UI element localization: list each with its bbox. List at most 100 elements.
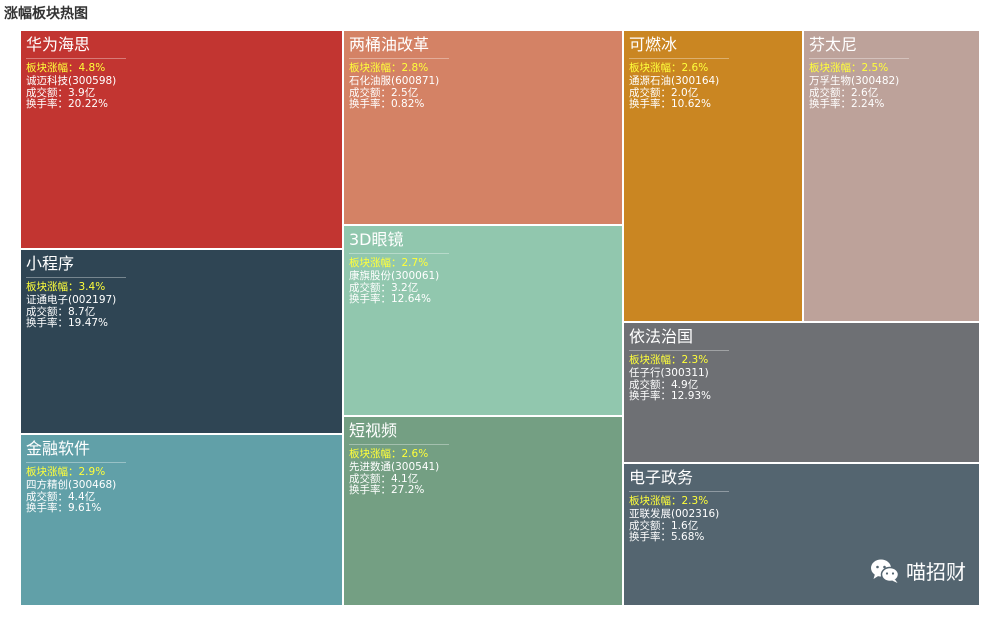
stock-name: 通源石油(300164): [629, 75, 720, 87]
sector-tile[interactable]: 短视频 板块涨幅：2.6% 先进数通(300541) 成交额：4.1亿 换手率：27.2…: [343, 416, 623, 606]
sector-leading-stock: 先进数通(300541): [349, 461, 439, 474]
sector-change: 板块涨幅：2.3%: [629, 495, 719, 508]
sector-divider: [26, 58, 126, 59]
sector-amount: 成交额：3.2亿: [349, 283, 439, 294]
sector-tile[interactable]: 小程序板块涨幅：3.4% 证通电子(002197) 成交额：8.7亿 换手率：19.4…: [20, 249, 343, 434]
change-label: 板块涨幅：: [26, 281, 79, 293]
sector-name: 华为海思: [26, 35, 91, 54]
stock-name: 石化油服(600871): [349, 75, 440, 87]
sector-divider: [349, 253, 449, 254]
turnover-value: 12.93%: [671, 390, 712, 402]
sector-divider: [349, 58, 449, 59]
sector-amount: 成交额：4.1亿: [349, 474, 439, 485]
turnover-label: 换手率：: [629, 531, 671, 543]
sector-amount: 成交额：4.4亿: [26, 492, 116, 503]
turnover-value: 27.2%: [391, 484, 425, 496]
sector-turnover: 换手率：12.64%: [349, 294, 439, 305]
stock-name: 证通电子(002197): [26, 294, 117, 306]
amount-label: 成交额：: [26, 491, 68, 503]
amount-label: 成交额：: [629, 87, 671, 99]
amount-label: 成交额：: [349, 473, 391, 485]
change-label: 板块涨幅：: [629, 495, 682, 507]
sector-tile[interactable]: 两桶油改革板块涨幅：2.8% 石化油服(600871) 成交额：2.5亿 换手率：0.…: [343, 30, 623, 225]
change-label: 板块涨幅：: [809, 62, 862, 74]
turnover-label: 换手率：: [26, 98, 68, 110]
turnover-value: 9.61%: [68, 502, 102, 514]
amount-value: 8.7亿: [68, 306, 96, 318]
amount-label: 成交额：: [26, 306, 68, 318]
sector-info: 板块涨幅：2.5% 万孚生物(300482) 成交额：2.6亿 换手率：2.24%: [809, 62, 899, 110]
amount-value: 3.2亿: [391, 282, 419, 294]
stock-name: 先进数通(300541): [349, 461, 440, 473]
stock-name: 万孚生物(300482): [809, 75, 900, 87]
sector-amount: 成交额：8.7亿: [26, 307, 116, 318]
sector-leading-stock: 康旗股份(300061): [349, 270, 439, 283]
sector-name: 芬太尼: [809, 35, 858, 54]
sector-name: 金融软件: [26, 439, 91, 458]
change-value: 2.9%: [78, 466, 106, 478]
sector-divider: [349, 444, 449, 445]
sector-amount: 成交额：2.6亿: [809, 88, 899, 99]
sector-leading-stock: 证通电子(002197): [26, 294, 116, 307]
sector-divider: [809, 58, 909, 59]
amount-value: 4.4亿: [68, 491, 96, 503]
stock-name: 亚联发展(002316): [629, 508, 720, 520]
sector-info: 板块涨幅：2.6% 通源石油(300164) 成交额：2.0亿 换手率：10.62%: [629, 62, 719, 110]
sector-change: 板块涨幅：4.8%: [26, 62, 116, 75]
amount-label: 成交额：: [26, 87, 68, 99]
sector-tile[interactable]: 依法治国 板块涨幅：2.3% 任子行(300311) 成交额：4.9亿 换手率：12.9…: [623, 322, 980, 463]
stock-name: 四方精创(300468): [26, 479, 117, 491]
watermark: 喵招财: [870, 556, 966, 585]
turnover-value: 19.47%: [68, 317, 109, 329]
change-value: 2.5%: [861, 62, 889, 74]
turnover-label: 换手率：: [349, 484, 391, 496]
stock-name: 诚迈科技(300598): [26, 75, 117, 87]
turnover-value: 2.24%: [851, 98, 885, 110]
chart-title: 涨幅板块热图: [4, 6, 88, 22]
sector-leading-stock: 四方精创(300468): [26, 479, 116, 492]
sector-tile[interactable]: 芬太尼板块涨幅：2.5% 万孚生物(300482) 成交额：2.6亿 换手率：2.24…: [803, 30, 980, 322]
sector-info: 板块涨幅：3.4% 证通电子(002197) 成交额：8.7亿 换手率：19.47%: [26, 281, 116, 329]
turnover-value: 20.22%: [68, 98, 109, 110]
sector-info: 板块涨幅：4.8% 诚迈科技(300598) 成交额：3.9亿 换手率：20.22%: [26, 62, 116, 110]
sector-name: 依法治国: [629, 327, 694, 346]
sector-name: 两桶油改革: [349, 35, 430, 54]
change-label: 板块涨幅：: [26, 466, 79, 478]
turnover-label: 换手率：: [349, 98, 391, 110]
sector-name: 小程序: [26, 254, 75, 273]
watermark-text: 喵招财: [906, 560, 966, 584]
sector-divider: [26, 277, 126, 278]
change-value: 2.3%: [681, 354, 709, 366]
sector-tile[interactable]: 3D眼镜 板块涨幅：2.7% 康旗股份(300061) 成交额：3.2亿 换手率：12.…: [343, 225, 623, 416]
treemap: 华为海思板块涨幅：4.8% 诚迈科技(300598) 成交额：3.9亿 换手率：20.…: [20, 30, 980, 606]
sector-turnover: 换手率：5.68%: [629, 532, 719, 543]
change-value: 2.6%: [681, 62, 709, 74]
turnover-label: 换手率：: [809, 98, 851, 110]
wechat-icon: [871, 559, 900, 583]
change-value: 4.8%: [78, 62, 106, 74]
amount-label: 成交额：: [629, 379, 671, 391]
sector-name: 3D眼镜: [349, 230, 404, 249]
sector-tile[interactable]: 电子政务 板块涨幅：2.3% 亚联发展(002316) 成交额：1.6亿 换手率：5.6…: [623, 463, 980, 606]
sector-turnover: 换手率：20.22%: [26, 99, 116, 110]
sector-leading-stock: 万孚生物(300482): [809, 75, 899, 88]
sector-amount: 成交额：2.5亿: [349, 88, 439, 99]
sector-change: 板块涨幅：2.3%: [629, 354, 711, 367]
amount-value: 2.6亿: [851, 87, 879, 99]
sector-tile[interactable]: 华为海思板块涨幅：4.8% 诚迈科技(300598) 成交额：3.9亿 换手率：20.…: [20, 30, 343, 249]
sector-info: 板块涨幅：2.9% 四方精创(300468) 成交额：4.4亿 换手率：9.61%: [26, 466, 116, 514]
sector-change: 板块涨幅：2.6%: [629, 62, 719, 75]
sector-info: 板块涨幅：2.8% 石化油服(600871) 成交额：2.5亿 换手率：0.82%: [349, 62, 439, 110]
sector-tile[interactable]: 金融软件板块涨幅：2.9% 四方精创(300468) 成交额：4.4亿 换手率：9.6…: [20, 434, 343, 606]
sector-divider: [26, 462, 126, 463]
change-value: 2.8%: [401, 62, 429, 74]
change-label: 板块涨幅：: [349, 448, 402, 460]
sector-change: 板块涨幅：3.4%: [26, 281, 116, 294]
turnover-label: 换手率：: [349, 293, 391, 305]
change-value: 2.6%: [401, 448, 429, 460]
sector-change: 板块涨幅：2.5%: [809, 62, 899, 75]
sector-turnover: 换手率：9.61%: [26, 503, 116, 514]
sector-leading-stock: 通源石油(300164): [629, 75, 719, 88]
sector-tile[interactable]: 可燃冰 板块涨幅：2.6% 通源石油(300164) 成交额：2.0亿 换手率：10.6…: [623, 30, 803, 322]
sector-amount: 成交额：2.0亿: [629, 88, 719, 99]
